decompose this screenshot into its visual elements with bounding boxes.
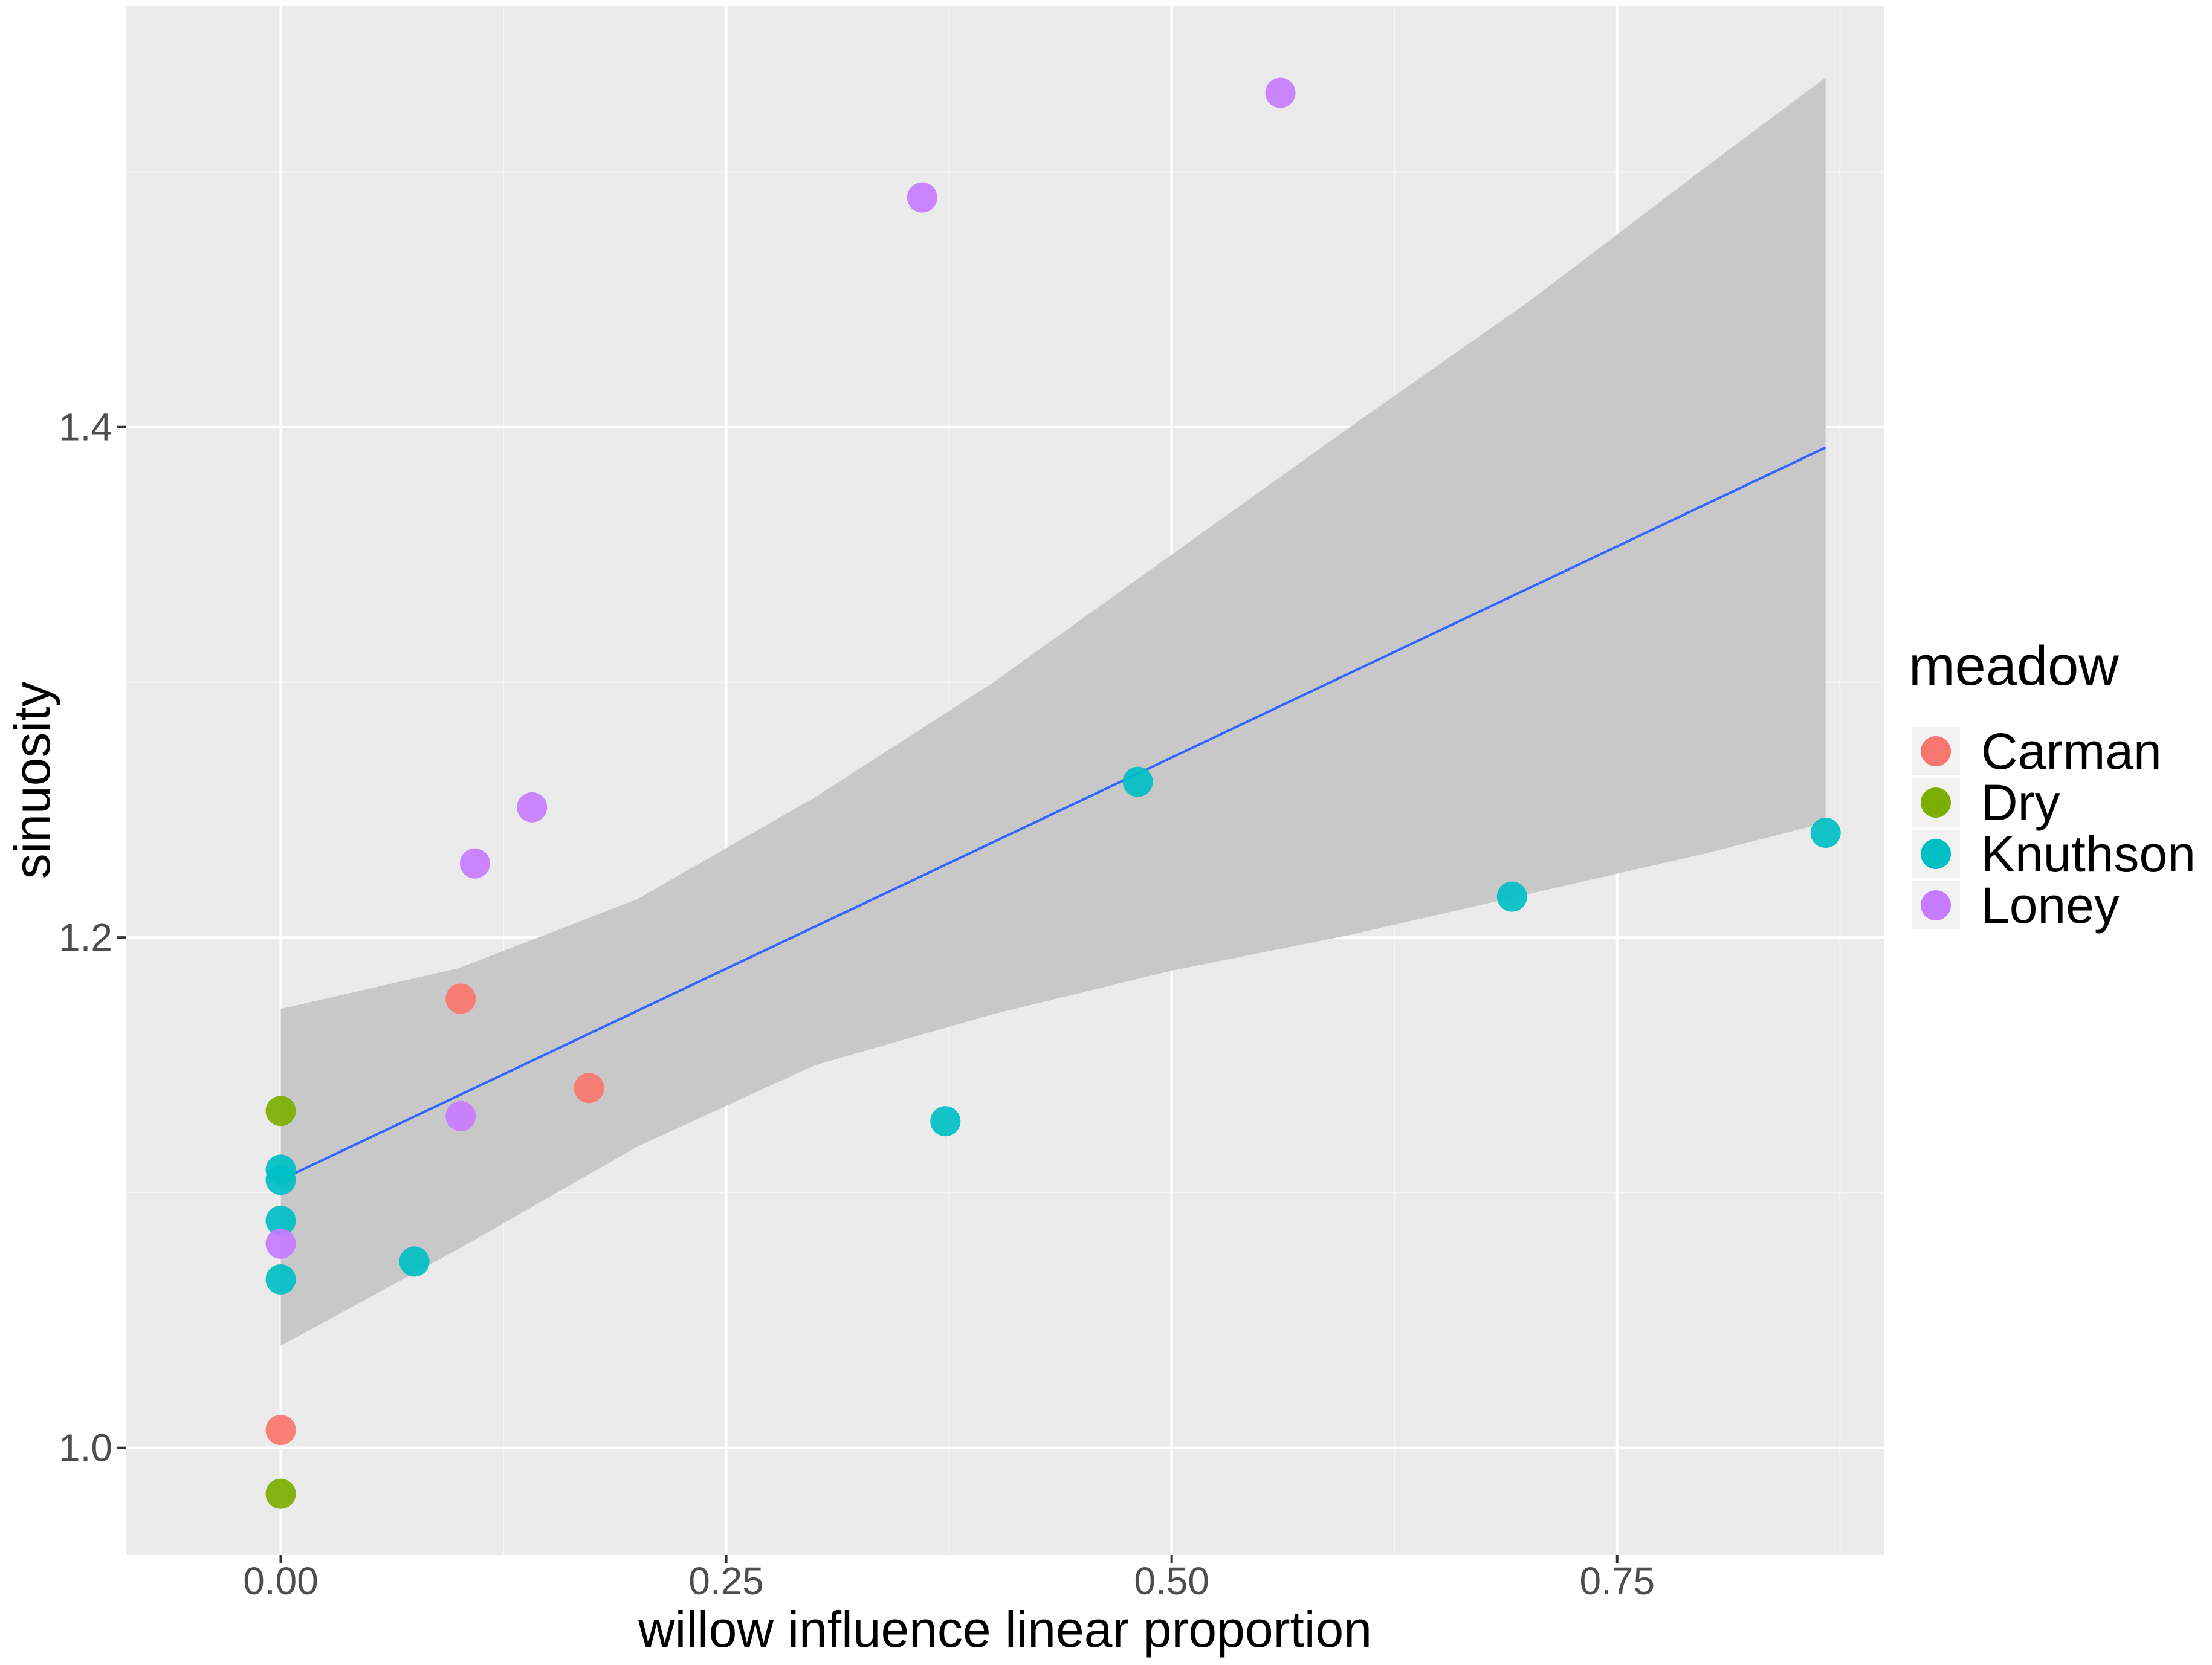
y-tick-label: 1.2 <box>59 916 112 959</box>
x-tick-label: 0.25 <box>688 1559 764 1603</box>
legend-swatch-loney <box>1921 890 1951 920</box>
data-points <box>265 77 1841 1509</box>
data-point-loney <box>265 1228 296 1259</box>
legend-title: meadow <box>1909 635 2119 697</box>
legend-swatch-knuthson <box>1921 839 1951 869</box>
data-point-knuthson <box>265 1264 296 1295</box>
y-tick-label: 1.4 <box>59 406 112 449</box>
data-point-loney <box>445 1101 476 1131</box>
data-point-knuthson <box>399 1246 430 1277</box>
data-point-loney <box>517 792 548 823</box>
x-tick-label: 0.50 <box>1134 1559 1209 1603</box>
y-axis-title: sinuosity <box>4 682 60 879</box>
data-point-knuthson <box>1122 766 1153 797</box>
data-point-knuthson <box>265 1154 296 1185</box>
x-tick-label: 0.75 <box>1579 1559 1655 1603</box>
data-point-knuthson <box>265 1205 296 1236</box>
data-point-carman <box>445 983 476 1014</box>
confidence-ribbon <box>280 77 1826 1346</box>
y-axis-ticks: 1.0 1.2 1.4 <box>59 406 126 1470</box>
x-axis-ticks: 0.00 0.25 0.50 0.75 <box>243 1555 1655 1603</box>
data-point-carman <box>574 1073 604 1104</box>
data-point-knuthson <box>930 1106 961 1137</box>
legend-label-knuthson: Knuthson <box>1981 826 2196 882</box>
legend-label-dry: Dry <box>1981 774 2060 831</box>
data-point-loney <box>459 848 490 879</box>
legend-label-carman: Carman <box>1981 723 2162 780</box>
data-point-dry <box>265 1096 296 1127</box>
data-point-carman <box>265 1415 296 1446</box>
legend-swatch-dry <box>1921 787 1951 818</box>
y-tick-label: 1.0 <box>59 1426 112 1470</box>
data-point-knuthson <box>1810 818 1841 849</box>
x-axis-title: willow influence linear proportion <box>638 1601 1372 1658</box>
legend-swatch-carman <box>1921 736 1951 766</box>
regression-line <box>280 446 1826 1182</box>
data-point-loney <box>907 182 937 213</box>
data-point-dry <box>265 1478 296 1509</box>
legend-label-loney: Loney <box>1981 877 2120 934</box>
data-point-knuthson <box>1496 881 1527 912</box>
x-tick-label: 0.00 <box>243 1559 319 1603</box>
data-point-loney <box>1265 77 1296 108</box>
